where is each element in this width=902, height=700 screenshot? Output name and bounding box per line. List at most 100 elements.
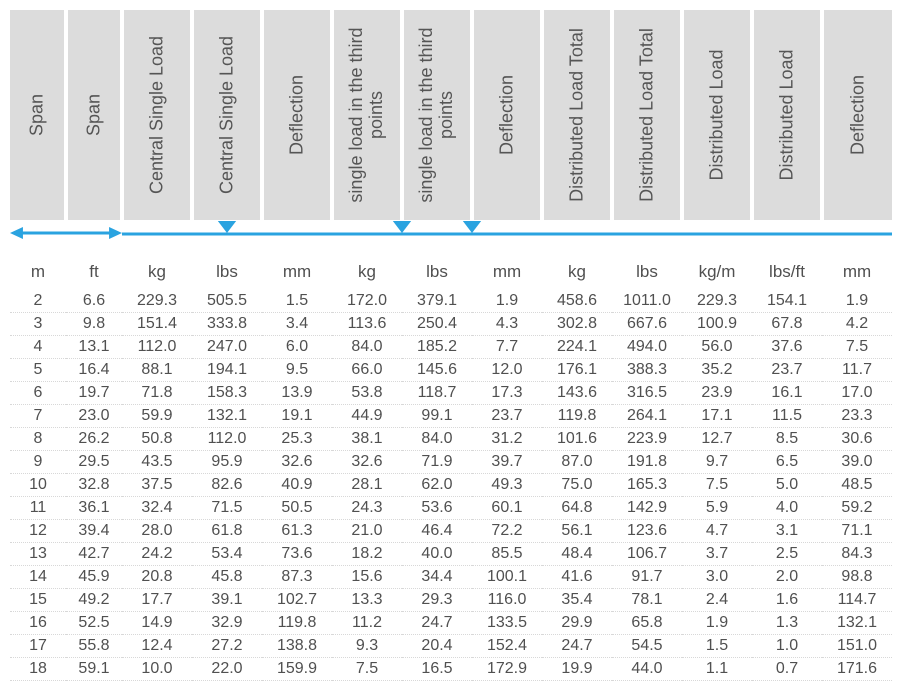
unit-mm-2: mm xyxy=(472,246,542,290)
header-deflection-1: Deflection xyxy=(262,10,332,220)
cell: 37.6 xyxy=(752,336,822,359)
cell: 106.7 xyxy=(612,543,682,566)
cell: 5 xyxy=(10,359,66,382)
cell: 52.5 xyxy=(66,612,122,635)
cell: 6.0 xyxy=(262,336,332,359)
cell: 112.0 xyxy=(122,336,192,359)
table-row: 1445.920.845.887.315.634.4100.141.691.73… xyxy=(10,566,892,589)
cell: 54.5 xyxy=(612,635,682,658)
cell: 5.0 xyxy=(752,474,822,497)
cell: 264.1 xyxy=(612,405,682,428)
cell: 10 xyxy=(10,474,66,497)
table-row: 1549.217.739.1102.713.329.3116.035.478.1… xyxy=(10,589,892,612)
cell: 65.8 xyxy=(612,612,682,635)
cell: 142.9 xyxy=(612,497,682,520)
cell: 12.4 xyxy=(122,635,192,658)
cell: 84.3 xyxy=(822,543,892,566)
header-dist-lbsft: Distributed Load xyxy=(752,10,822,220)
cell: 0.7 xyxy=(752,658,822,681)
cell: 14.9 xyxy=(122,612,192,635)
cell: 302.8 xyxy=(542,313,612,336)
cell: 3.4 xyxy=(262,313,332,336)
unit-m: m xyxy=(10,246,66,290)
header-deflection-3: Deflection xyxy=(822,10,892,220)
cell: 7.5 xyxy=(822,336,892,359)
cell: 87.3 xyxy=(262,566,332,589)
cell: 29.9 xyxy=(542,612,612,635)
cell: 4.2 xyxy=(822,313,892,336)
cell: 23.0 xyxy=(66,405,122,428)
cell: 40.0 xyxy=(402,543,472,566)
cell: 19.7 xyxy=(66,382,122,405)
table-row: 1342.724.253.473.618.240.085.548.4106.73… xyxy=(10,543,892,566)
cell: 38.1 xyxy=(332,428,402,451)
cell: 12 xyxy=(10,520,66,543)
cell: 21.0 xyxy=(332,520,402,543)
cell: 224.1 xyxy=(542,336,612,359)
cell: 333.8 xyxy=(192,313,262,336)
cell: 53.8 xyxy=(332,382,402,405)
unit-lbs-1: lbs xyxy=(192,246,262,290)
cell: 32.4 xyxy=(122,497,192,520)
cell: 194.1 xyxy=(192,359,262,382)
unit-kg-1: kg xyxy=(122,246,192,290)
cell: 667.6 xyxy=(612,313,682,336)
cell: 116.0 xyxy=(472,589,542,612)
header-span-ft: Span xyxy=(66,10,122,220)
cell: 88.1 xyxy=(122,359,192,382)
cell: 28.0 xyxy=(122,520,192,543)
cell: 3.7 xyxy=(682,543,752,566)
cell: 2.5 xyxy=(752,543,822,566)
cell: 145.6 xyxy=(402,359,472,382)
cell: 16.4 xyxy=(66,359,122,382)
cell: 46.4 xyxy=(402,520,472,543)
cell: 1.1 xyxy=(682,658,752,681)
cell: 185.2 xyxy=(402,336,472,359)
cell: 100.9 xyxy=(682,313,752,336)
table-row: 413.1112.0247.06.084.0185.27.7224.1494.0… xyxy=(10,336,892,359)
cell: 78.1 xyxy=(612,589,682,612)
cell: 1.6 xyxy=(752,589,822,612)
cell: 2.4 xyxy=(682,589,752,612)
cell: 28.1 xyxy=(332,474,402,497)
table-row: 826.250.8112.025.338.184.031.2101.6223.9… xyxy=(10,428,892,451)
cell: 23.3 xyxy=(822,405,892,428)
cell: 39.4 xyxy=(66,520,122,543)
span-arrow-icon xyxy=(10,220,122,246)
cell: 119.8 xyxy=(262,612,332,635)
cell: 35.2 xyxy=(682,359,752,382)
cell: 72.2 xyxy=(472,520,542,543)
load-table-container: Span Span Central Single Load Central Si… xyxy=(0,0,902,681)
table-row: 929.543.595.932.632.671.939.787.0191.89.… xyxy=(10,451,892,474)
table-row: 516.488.1194.19.566.0145.612.0176.1388.3… xyxy=(10,359,892,382)
cell: 1.9 xyxy=(682,612,752,635)
unit-ft: ft xyxy=(66,246,122,290)
cell: 53.6 xyxy=(402,497,472,520)
cell: 9.5 xyxy=(262,359,332,382)
cell: 1.9 xyxy=(472,290,542,313)
table-row: 723.059.9132.119.144.999.123.7119.8264.1… xyxy=(10,405,892,428)
unit-lbs-2: lbs xyxy=(402,246,472,290)
unit-kg-2: kg xyxy=(332,246,402,290)
load-diagram-row xyxy=(10,220,892,246)
cell: 133.5 xyxy=(472,612,542,635)
cell: 7.5 xyxy=(682,474,752,497)
cell: 11.5 xyxy=(752,405,822,428)
cell: 67.8 xyxy=(752,313,822,336)
cell: 11.7 xyxy=(822,359,892,382)
cell: 6.6 xyxy=(66,290,122,313)
cell: 113.6 xyxy=(332,313,402,336)
cell: 4 xyxy=(10,336,66,359)
cell: 102.7 xyxy=(262,589,332,612)
cell: 159.9 xyxy=(262,658,332,681)
cell: 61.3 xyxy=(262,520,332,543)
cell: 19.1 xyxy=(262,405,332,428)
table-row: 619.771.8158.313.953.8118.717.3143.6316.… xyxy=(10,382,892,405)
cell: 18.2 xyxy=(332,543,402,566)
cell: 48.5 xyxy=(822,474,892,497)
cell: 10.0 xyxy=(122,658,192,681)
cell: 176.1 xyxy=(542,359,612,382)
cell: 43.5 xyxy=(122,451,192,474)
cell: 37.5 xyxy=(122,474,192,497)
cell: 27.2 xyxy=(192,635,262,658)
